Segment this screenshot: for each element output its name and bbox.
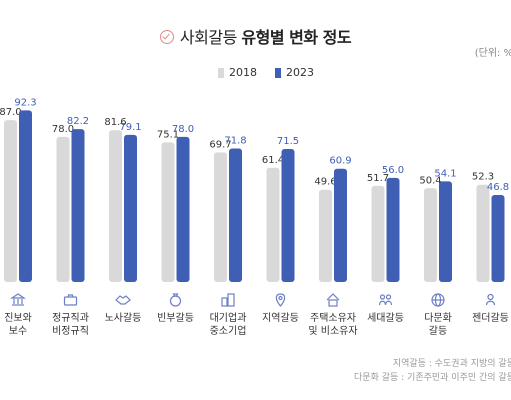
bar-2018-7	[371, 185, 385, 282]
category-label-4-line-1: 중소기업	[210, 324, 247, 337]
bar-2018-3	[161, 142, 175, 282]
briefcase-icon	[63, 294, 78, 306]
bar-2018-0	[4, 120, 17, 283]
legend-label-2018: 2018	[229, 66, 257, 79]
category-label-6-line-0: 주택소유자	[310, 312, 356, 324]
location-pin-icon	[275, 293, 286, 307]
data-label-2018-6: 49.6	[314, 177, 336, 188]
category-label-8-line-1: 갈등	[429, 324, 447, 337]
category-label-8-line-0: 다문화	[424, 312, 452, 324]
bar-2023-2	[124, 134, 137, 282]
bar-2018-9	[476, 184, 490, 282]
data-label-2018-2: 81.6	[104, 117, 126, 128]
bar-2023-6	[334, 168, 347, 282]
data-label-2023-3: 78.0	[172, 124, 194, 135]
columns-icon	[10, 293, 26, 306]
data-label-2018-5: 61.4	[262, 155, 284, 166]
bar-2018-4	[214, 152, 227, 282]
title-bold: 유형별 변화 정도	[241, 28, 352, 47]
chart-title: 사회갈등 유형별 변화 정도	[0, 24, 511, 48]
data-label-2023-9: 46.8	[487, 182, 509, 193]
legend-item-2023: 2023	[275, 66, 314, 79]
bar-2018-1	[56, 136, 70, 282]
data-label-2023-6: 60.9	[329, 156, 351, 167]
buildings-icon	[221, 293, 235, 307]
data-label-2023-4: 71.8	[224, 135, 246, 146]
house-icon	[326, 293, 340, 307]
legend-label-2023: 2023	[286, 66, 314, 79]
data-label-2018-3: 75.1	[157, 129, 179, 140]
legend-swatch-2018	[218, 67, 224, 78]
data-label-2018-0: 87.0	[0, 107, 22, 118]
bar-2018-8	[424, 188, 437, 282]
bar-2023-0	[19, 110, 32, 283]
data-label-2018-1: 78.0	[52, 124, 74, 135]
unit-label: (단위: %)	[474, 48, 511, 59]
data-label-2023-0: 92.3	[14, 97, 36, 108]
bar-2023-8	[439, 181, 452, 282]
category-label-7-line-0: 세대갈등	[367, 311, 404, 324]
category-label-0-line-0: 진보와	[4, 312, 32, 324]
check-circle-icon	[159, 29, 174, 44]
category-label-6-line-1: 및 비소유자	[308, 325, 357, 337]
title-light: 사회갈등	[179, 28, 237, 47]
category-label-4-line-0: 대기업과	[210, 311, 247, 324]
category-label-5-line-0: 지역갈등	[262, 311, 299, 324]
bar-2018-6	[319, 189, 332, 282]
data-label-2018-9: 52.3	[472, 172, 494, 183]
data-label-2023-5: 71.5	[277, 136, 299, 147]
category-label-0-line-1: 보수	[9, 325, 27, 337]
people-icon	[378, 294, 393, 306]
footnote-multicultural: 다문화 갈등 : 기존주민과 이주민 간의 갈등	[354, 373, 511, 383]
data-label-2023-2: 79.1	[119, 122, 141, 133]
category-label-3-line-0: 빈부갈등	[157, 311, 194, 324]
legend: 2018 2023	[218, 66, 314, 79]
category-label-9-line-0: 젠더갈등	[472, 311, 509, 324]
data-label-2023-7: 56.0	[382, 165, 404, 176]
category-label-2-line-0: 노사갈등	[105, 311, 142, 324]
legend-item-2018: 2018	[218, 66, 257, 79]
data-label-2018-7: 51.7	[367, 173, 389, 184]
footnote-region: 지역갈등 : 수도권과 지방의 갈등	[392, 359, 511, 369]
bar-2018-5	[266, 167, 280, 282]
bar-2023-1	[71, 129, 85, 282]
globe-icon	[431, 293, 445, 307]
category-label-1-line-1: 비정규직	[52, 325, 89, 337]
bar-2023-7	[386, 177, 400, 282]
bar-2023-5	[281, 149, 295, 282]
person-icon	[485, 293, 496, 306]
data-label-2018-8: 50.4	[419, 175, 441, 186]
money-bag-icon	[169, 293, 182, 307]
data-label-2023-8: 54.1	[434, 168, 456, 179]
data-label-2023-1: 82.2	[67, 116, 89, 127]
bar-2023-3	[176, 136, 190, 282]
legend-swatch-2023	[275, 67, 281, 78]
bar-2023-4	[229, 148, 242, 282]
handshake-icon	[115, 295, 131, 305]
category-label-1-line-0: 정규직과	[52, 312, 89, 324]
bar-2023-9	[491, 194, 505, 282]
data-label-2018-4: 69.7	[209, 139, 231, 150]
bar-2018-2	[109, 130, 122, 282]
